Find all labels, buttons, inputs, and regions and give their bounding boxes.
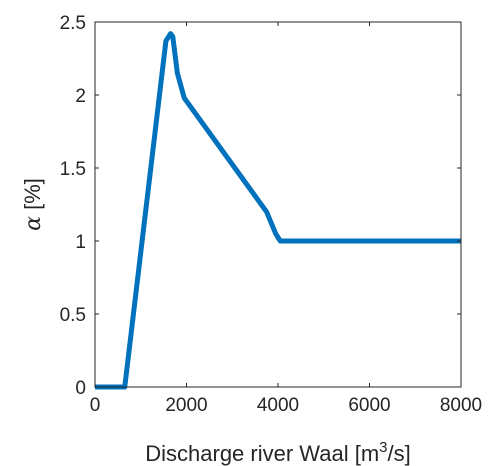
y-tick-label: 0.5 [60, 305, 86, 326]
y-tick-label: 1 [75, 232, 86, 253]
x-axis-label-prefix: Discharge river Waal [m [145, 441, 379, 466]
y-tick-label: 2 [75, 86, 86, 107]
x-axis: 0 2000 4000 6000 8000 [90, 22, 482, 416]
y-tick-label: 2.5 [60, 13, 86, 34]
y-axis: 0 0.5 1 1.5 2 2.5 [60, 13, 461, 399]
y-axis-label: α [%] [20, 178, 46, 231]
x-tick-label: 8000 [440, 395, 482, 416]
x-axis-label: Discharge river Waal [m3/s] [145, 439, 410, 466]
x-axis-label-suffix: /s] [388, 441, 411, 466]
x-tick-label: 0 [90, 395, 101, 416]
plot-area: 0 2000 4000 6000 8000 0 0.5 1 1.5 2 2.5 [60, 13, 483, 416]
y-axis-label-unit: [%] [20, 178, 45, 216]
x-tick-label: 2000 [165, 395, 207, 416]
y-axis-label-symbol: α [21, 216, 46, 231]
x-tick-label: 6000 [348, 395, 390, 416]
series-line [95, 31, 461, 390]
x-axis-label-superscript: 3 [379, 439, 387, 456]
axes-box [94, 21, 462, 388]
y-tick-label: 1.5 [60, 159, 86, 180]
x-tick-label: 4000 [257, 395, 299, 416]
y-tick-label: 0 [75, 378, 86, 399]
